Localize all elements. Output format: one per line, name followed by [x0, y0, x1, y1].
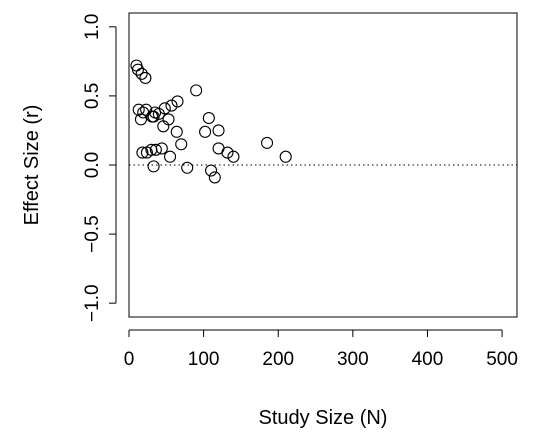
x-tick-label: 0	[124, 349, 135, 370]
data-point	[171, 95, 184, 108]
data-point	[139, 71, 152, 84]
x-axis-ticks: 0 100 200 300 400 500	[124, 330, 518, 370]
data-point	[135, 67, 148, 80]
y-tick-label: −0.5	[82, 215, 103, 253]
data-point	[221, 146, 234, 159]
data-point	[157, 120, 170, 133]
data-point	[279, 150, 292, 163]
data-point	[136, 146, 149, 159]
data-point	[152, 107, 165, 120]
data-point	[155, 142, 168, 155]
data-point	[190, 84, 203, 97]
x-tick-label: 100	[188, 349, 220, 370]
y-tick-label: 1.0	[82, 14, 103, 40]
data-point	[134, 113, 147, 126]
data-point	[163, 150, 177, 163]
data-point	[147, 160, 160, 173]
data-point	[181, 161, 194, 174]
data-point	[202, 111, 215, 125]
y-tick-label: 0.5	[82, 83, 103, 109]
y-axis-ticks: −1.0 −0.5 0.0 0.5 1.0	[82, 14, 116, 322]
y-tick-label: 0.0	[82, 152, 103, 178]
data-point	[140, 103, 153, 116]
data-point	[208, 171, 221, 184]
data-point	[175, 138, 188, 151]
data-point	[227, 150, 240, 163]
x-tick-label: 200	[262, 349, 294, 370]
x-axis-label: Study Size (N)	[259, 407, 388, 429]
data-point	[205, 164, 218, 177]
x-tick-label: 400	[412, 349, 444, 370]
data-point	[131, 63, 145, 76]
y-axis-label: Effect Size (r)	[21, 105, 43, 226]
data-points	[130, 59, 292, 184]
y-tick-label: −1.0	[82, 284, 103, 322]
data-point	[199, 125, 212, 138]
data-point	[165, 99, 178, 112]
x-tick-label: 500	[486, 349, 518, 370]
data-point	[212, 124, 225, 137]
data-point	[170, 125, 183, 138]
data-point	[162, 113, 175, 126]
x-tick-label: 300	[337, 349, 369, 370]
data-point	[260, 136, 274, 149]
data-point	[149, 143, 162, 156]
